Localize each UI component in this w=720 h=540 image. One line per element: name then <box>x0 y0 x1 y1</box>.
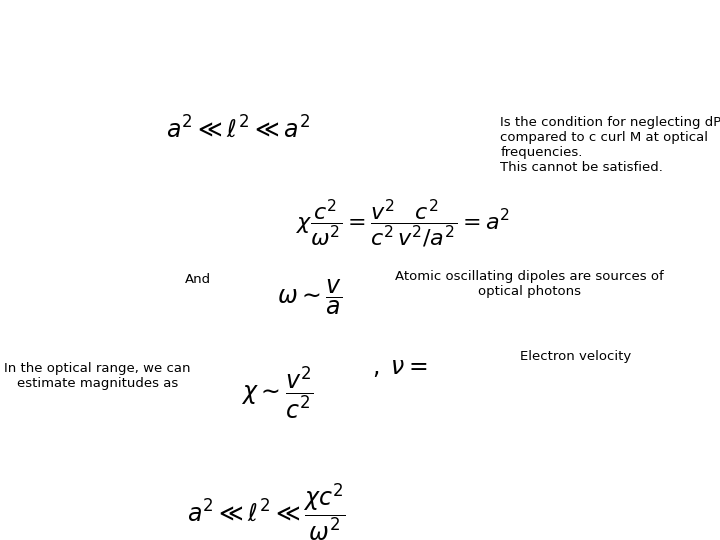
Text: Electron velocity: Electron velocity <box>521 350 631 363</box>
Text: $\chi \sim \dfrac{v^2}{c^2}$: $\chi \sim \dfrac{v^2}{c^2}$ <box>241 364 313 422</box>
Text: $\chi\dfrac{c^2}{\omega^2} = \dfrac{v^2}{c^2}\dfrac{c^2}{v^2/a^2} = a^2$: $\chi\dfrac{c^2}{\omega^2} = \dfrac{v^2}… <box>296 197 510 250</box>
Text: $\omega \sim \dfrac{v}{a}$: $\omega \sim \dfrac{v}{a}$ <box>277 278 342 318</box>
Text: Atomic oscillating dipoles are sources of
optical photons: Atomic oscillating dipoles are sources o… <box>395 270 664 298</box>
Text: Is the condition for neglecting dP/dt
compared to c curl M at optical
frequencie: Is the condition for neglecting dP/dt co… <box>500 116 720 174</box>
Text: And: And <box>185 273 211 286</box>
Text: $a^2 \ll \ell^2 \ll \dfrac{\chi c^2}{\omega^2}$: $a^2 \ll \ell^2 \ll \dfrac{\chi c^2}{\om… <box>187 481 346 540</box>
Text: $,\;\nu =$: $,\;\nu =$ <box>372 355 428 379</box>
Text: $a^2 \ll \ell^2 \ll a^2$: $a^2 \ll \ell^2 \ll a^2$ <box>166 116 310 143</box>
Text: In the optical range, we can
estimate magnitudes as: In the optical range, we can estimate ma… <box>4 362 191 390</box>
